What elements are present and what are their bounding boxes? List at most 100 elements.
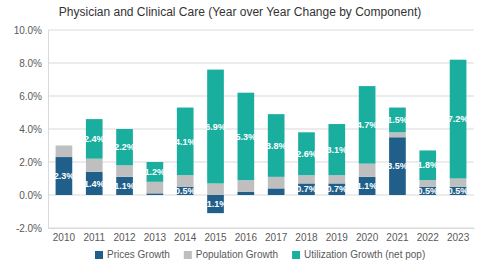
data-label: 1.8% [418, 160, 439, 170]
data-label: 1.1% [357, 181, 378, 191]
x-tick: 2012 [113, 228, 136, 243]
bar [389, 132, 406, 137]
data-labels: 2.3%1.4%1.1%0.5%-1.1%0.7%0.7%1.1%3.5%0.5… [54, 114, 469, 209]
x-tick-label: 2011 [83, 232, 105, 243]
bar [328, 175, 345, 183]
x-tick: 2014 [174, 228, 197, 243]
grid-line [48, 195, 474, 196]
data-label: 3.5% [387, 161, 408, 171]
y-tick: 8.0% [19, 58, 48, 69]
legend-swatch [184, 251, 192, 259]
x-tick: 2023 [447, 228, 470, 243]
x-tick-label: 2014 [174, 232, 197, 243]
x-axis-line [49, 228, 475, 229]
bar [86, 159, 103, 172]
grid [48, 30, 474, 228]
bar [207, 183, 224, 195]
x-tick: 2019 [326, 228, 349, 243]
x-tick-label: 2012 [113, 232, 136, 243]
y-tick: 4.0% [19, 124, 48, 135]
data-label: 2.6% [296, 149, 317, 159]
y-axis: -2.0% 0.0% 2.0% 4.0% 6.0% 8.0% 10.0% [14, 25, 49, 234]
grid-line [48, 96, 474, 97]
data-label: 0.7% [327, 184, 348, 194]
data-label: 0.5% [175, 186, 196, 196]
y-tick: 6.0% [19, 91, 48, 102]
series [86, 60, 467, 184]
y-tick: -2.0% [16, 223, 48, 234]
y-tick: 10.0% [14, 25, 48, 36]
bar [116, 165, 133, 177]
series [56, 137, 467, 213]
data-label: 1.4% [84, 179, 105, 189]
legend-item: Utilization Growth (net pop) [292, 249, 425, 260]
x-tick: 2018 [295, 228, 318, 243]
x-tick: 2013 [144, 228, 167, 243]
y-tick-label: -2.0% [16, 223, 42, 234]
grid-line [48, 30, 474, 31]
legend-label: Prices Growth [107, 249, 170, 260]
x-tick-label: 2016 [235, 232, 258, 243]
x-tick: 2010 [53, 228, 76, 243]
x-tick-label: 2018 [295, 232, 318, 243]
bar [268, 177, 285, 189]
legend-item: Prices Growth [95, 249, 170, 260]
bar [238, 192, 255, 195]
data-label: 3.1% [327, 145, 348, 155]
legend-label: Utilization Growth (net pop) [304, 249, 425, 260]
legend-label: Population Growth [196, 249, 278, 260]
data-label: 2.3% [54, 171, 75, 181]
x-tick: 2015 [204, 228, 227, 243]
bar [56, 146, 73, 158]
data-label: 4.1% [175, 137, 196, 147]
data-label: 1.5% [387, 115, 408, 125]
data-label: 1.2% [145, 167, 166, 177]
x-tick-label: 2013 [144, 232, 167, 243]
x-tick-label: 2017 [265, 232, 288, 243]
y-tick-label: 4.0% [19, 124, 42, 135]
data-label: -1.1% [204, 199, 228, 209]
legend: Prices Growth Population Growth Utilizatio… [95, 249, 425, 260]
y-tick: 2.0% [19, 157, 48, 168]
x-tick: 2017 [265, 228, 288, 243]
y-tick: 0.0% [19, 190, 48, 201]
y-tick-label: 0.0% [19, 190, 42, 201]
y-tick-label: 6.0% [19, 91, 42, 102]
bar [147, 182, 164, 194]
data-label: 6.9% [205, 122, 226, 132]
x-tick-label: 2010 [53, 232, 76, 243]
data-label: 2.2% [114, 142, 135, 152]
bars [56, 60, 467, 213]
grid-line [48, 129, 474, 130]
chart: Physician and Clinical Care (Year over Y… [0, 0, 480, 272]
title: Physician and Clinical Care (Year over Y… [59, 5, 421, 19]
y-tick-label: 8.0% [19, 58, 42, 69]
x-tick-label: 2021 [386, 232, 409, 243]
x-tick-label: 2022 [417, 232, 440, 243]
data-label: 0.5% [448, 186, 469, 196]
bar [298, 175, 315, 183]
x-tick-label: 2019 [326, 232, 349, 243]
legend-swatch [292, 251, 300, 259]
bar [359, 164, 376, 177]
data-label: 4.7% [357, 120, 378, 130]
x-axis: 2010 2011 2012 2013 2014 2015 2016 2017 2018 2019… [49, 228, 475, 243]
y-tick-label: 10.0% [14, 25, 42, 36]
x-tick: 2011 [83, 228, 105, 243]
x-tick-label: 2020 [356, 232, 379, 243]
x-tick: 2016 [235, 228, 258, 243]
data-label: 3.8% [266, 141, 287, 151]
x-tick-label: 2023 [447, 232, 470, 243]
x-tick: 2020 [356, 228, 379, 243]
x-tick: 2021 [386, 228, 409, 243]
legend-swatch [95, 251, 103, 259]
y-axis-line [48, 31, 49, 229]
x-tick-label: 2015 [204, 232, 227, 243]
bar [238, 180, 255, 192]
data-label: 5.3% [236, 132, 257, 142]
data-label: 7.2% [448, 114, 469, 124]
data-label: 0.7% [296, 184, 317, 194]
y-tick-label: 2.0% [19, 157, 42, 168]
x-tick: 2022 [417, 228, 440, 243]
data-label: 0.5% [418, 186, 439, 196]
